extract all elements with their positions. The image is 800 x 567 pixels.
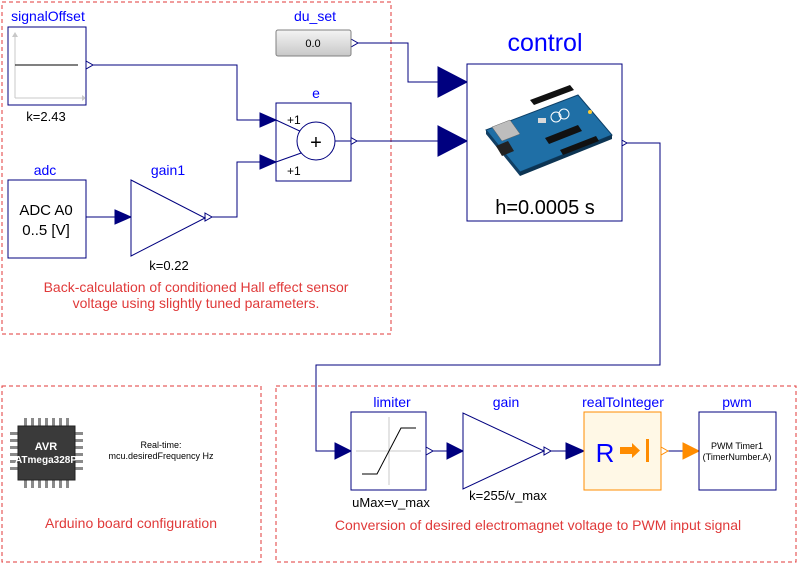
du_set-output-port [350,38,360,48]
e-input2-sign: +1 [287,164,301,178]
gain1-block[interactable]: gain1 k=0.22 [130,162,207,273]
gain-triangle [462,412,546,490]
mcu-block[interactable]: AVR ATmega328P Real-time: mcu.desiredFre… [10,418,214,488]
control-name: control [507,29,582,57]
gain-block[interactable]: gain k=255/v_max [462,394,547,503]
pwm-input-port [682,442,701,460]
mcu-chip-body [17,425,76,481]
control-param: h=0.0005 s [495,197,595,219]
e-input1-sign: +1 [287,113,301,127]
arduino-board-icon [485,85,613,176]
mcu-chip-pins [10,418,83,488]
adc-name: adc [34,162,57,178]
limiter-block[interactable]: limiter uMax=v_max [350,394,430,510]
sensor-group-caption-line1: Back-calculation of conditioned Hall eff… [44,279,349,295]
mcu-info-line1: Real-time: [140,440,181,450]
connection-signalOffset-to-e [93,64,260,121]
mcu-chip-line1: AVR [35,441,57,453]
realToInteger-symbol: R [596,438,615,468]
signalOffset-param: k=2.43 [26,109,65,124]
pwm-line1: PWM Timer1 [711,441,763,451]
gain1-output-port [204,212,214,222]
realToInteger-name: realToInteger [582,394,664,410]
e-add-block[interactable]: e +1 +1 + [275,85,352,182]
pwm-name: pwm [722,394,752,410]
limiter-param: uMax=v_max [352,495,430,510]
mcu-chip-line2: ATmega328P [15,455,77,466]
pwm-block[interactable]: pwm PWM Timer1 (TimerNumber.A) [698,394,777,491]
gain1-param: k=0.22 [149,258,188,273]
signalOffset-axes-icon [12,32,86,101]
adc-line2: 0..5 [V] [22,222,70,239]
pwm-conversion-group-box [275,385,797,563]
connection-gain1-to-e [212,161,260,218]
realToInteger-block[interactable]: realToInteger R [582,394,664,491]
limiter-input-port [334,442,353,460]
adc-line1: ADC A0 [19,202,72,219]
gain1-name: gain1 [151,162,185,178]
signalOffset-block[interactable]: signalOffset k=2.43 [7,8,87,124]
control-block[interactable]: control h=0.0005 s [466,29,623,222]
gain-input-port [446,442,465,460]
signalOffset-output-port [85,60,95,70]
realToInteger-output-port [660,446,670,456]
control-input2-port [437,125,469,157]
limiter-curve-icon [356,417,421,485]
limiter-name: limiter [373,394,411,410]
e-name: e [312,85,320,101]
adc-box [7,179,87,259]
du_set-value-box [275,29,352,57]
adc-block[interactable]: adc ADC A0 0..5 [V] [7,162,87,259]
signalOffset-name: signalOffset [11,8,85,24]
du_set-value: 0.0 [305,38,320,50]
e-sum-circle [296,121,336,161]
gain1-triangle [130,179,207,257]
realToInteger-arrow-icon [620,439,649,462]
board-group-caption: Arduino board configuration [45,515,217,531]
pwm-line2: (TimerNumber.A) [703,452,772,462]
e-input1-port [259,112,278,128]
e-inner-line1 [275,119,305,134]
connection-du_set-to-control [358,42,438,83]
limiter-output-port [425,446,435,456]
control-input1-port [437,66,469,98]
sensor-group-caption-line2: voltage using slightly tuned parameters. [73,295,320,311]
pwm-group-caption: Conversion of desired electromagnet volt… [335,517,741,533]
realToInteger-input-port [565,442,586,460]
e-inner-line2 [275,151,305,163]
e-input2-port [259,154,278,170]
gain-name: gain [493,394,519,410]
input-ports [114,66,586,460]
gain-param: k=255/v_max [469,488,547,503]
e-plus-symbol: + [310,132,322,154]
du_set-name: du_set [294,8,336,24]
pwm-box [698,411,777,491]
board-config-group-box [1,385,262,563]
connection-control-to-limiter [315,142,661,452]
sensor-group-box [1,1,392,335]
signalOffset-box [7,26,87,106]
gain1-input-port [114,209,133,225]
mcu-info-line2: mcu.desiredFrequency Hz [108,451,214,461]
du_set-block[interactable]: du_set 0.0 [275,8,352,57]
